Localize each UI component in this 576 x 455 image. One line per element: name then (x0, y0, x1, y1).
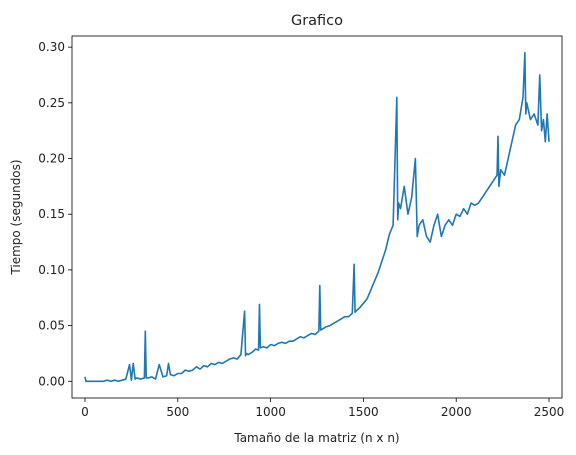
chart-title: Grafico (291, 13, 343, 29)
x-axis-label: Tamaño de la matriz (n x n) (233, 431, 399, 445)
x-tick-label: 1500 (348, 405, 379, 419)
y-tick-label: 0.30 (38, 40, 65, 54)
y-axis-label: Tiempo (segundos) (9, 159, 23, 275)
x-tick-label: 1000 (255, 405, 286, 419)
series-line (84, 51, 550, 383)
x-tick-label: 500 (166, 405, 189, 419)
y-tick-label: 0.15 (38, 207, 65, 221)
x-axis: 0 500 1000 1500 2000 2500 (81, 398, 564, 419)
y-axis: 0.00 0.05 0.10 0.15 0.20 0.25 0.30 (38, 40, 72, 388)
x-tick-label: 2500 (534, 405, 565, 419)
x-tick-label: 0 (81, 405, 89, 419)
y-tick-label: 0.10 (38, 263, 65, 277)
y-tick-label: 0.25 (38, 96, 65, 110)
y-tick-label: 0.20 (38, 152, 65, 166)
axes-frame (71, 35, 563, 399)
y-tick-label: 0.05 (38, 319, 65, 333)
y-tick-label: 0.00 (38, 374, 65, 388)
x-tick-label: 2000 (441, 405, 472, 419)
